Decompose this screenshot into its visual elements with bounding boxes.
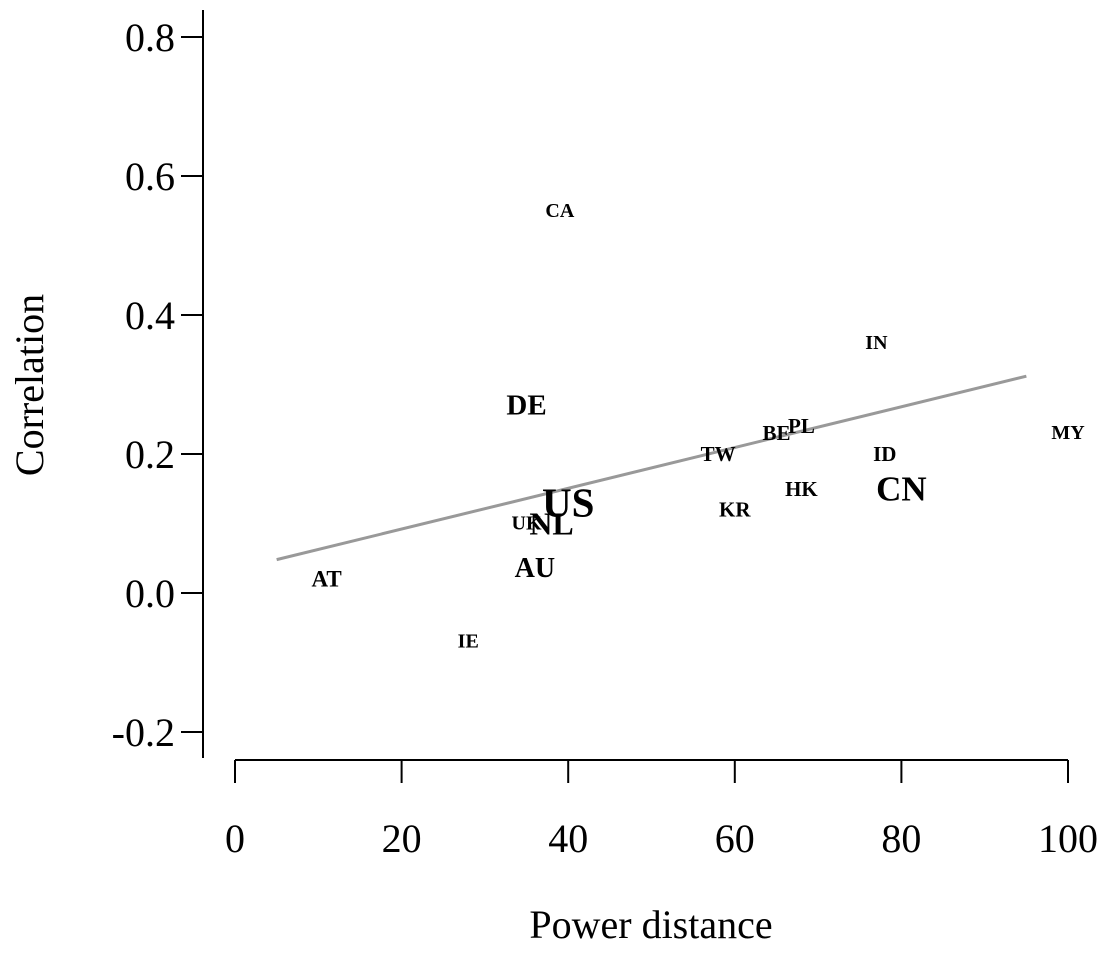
point-label-in: IN — [865, 332, 888, 354]
y-axis-title: Correlation — [7, 294, 52, 476]
point-label-be: BE — [762, 421, 790, 445]
point-label-us: US — [542, 480, 594, 526]
x-axis-title: Power distance — [529, 902, 772, 947]
point-label-au: AU — [515, 553, 555, 584]
x-axis: 0 20 40 60 80 100 — [225, 759, 1098, 861]
point-label-cn: CN — [876, 469, 927, 508]
point-label-kr: KR — [719, 498, 751, 522]
point-label-tw: TW — [701, 442, 736, 466]
x-tick-label: 100 — [1038, 816, 1098, 861]
point-label-nl: NL — [529, 506, 573, 542]
x-tick-label: 40 — [548, 816, 588, 861]
y-tick-label: 0.0 — [125, 571, 175, 616]
point-label-my: MY — [1051, 422, 1085, 444]
y-tick-label: 0.2 — [125, 432, 175, 477]
point-label-pl: PL — [788, 414, 815, 438]
point-label-de: DE — [506, 389, 546, 421]
point-label-id: ID — [873, 442, 896, 466]
y-axis: -0.2 0.0 0.2 0.4 0.6 0.8 — [112, 10, 204, 758]
y-tick-label: 0.4 — [125, 293, 175, 338]
x-tick-label: 80 — [881, 816, 921, 861]
y-tick-label: 0.6 — [125, 154, 175, 199]
trend-line — [276, 374, 1027, 562]
point-label-ie: IE — [458, 631, 479, 653]
point-label-ca: CA — [545, 200, 574, 222]
trend-line-group — [276, 374, 1027, 562]
x-tick-label: 0 — [225, 816, 245, 861]
point-label-uk: UK — [512, 513, 542, 535]
point-label-at: AT — [312, 567, 342, 592]
y-tick-label: 0.8 — [125, 15, 175, 60]
x-tick-label: 60 — [715, 816, 755, 861]
x-tick-label: 20 — [382, 816, 422, 861]
y-tick-label: -0.2 — [112, 710, 175, 755]
point-label-hk: HK — [785, 477, 818, 501]
